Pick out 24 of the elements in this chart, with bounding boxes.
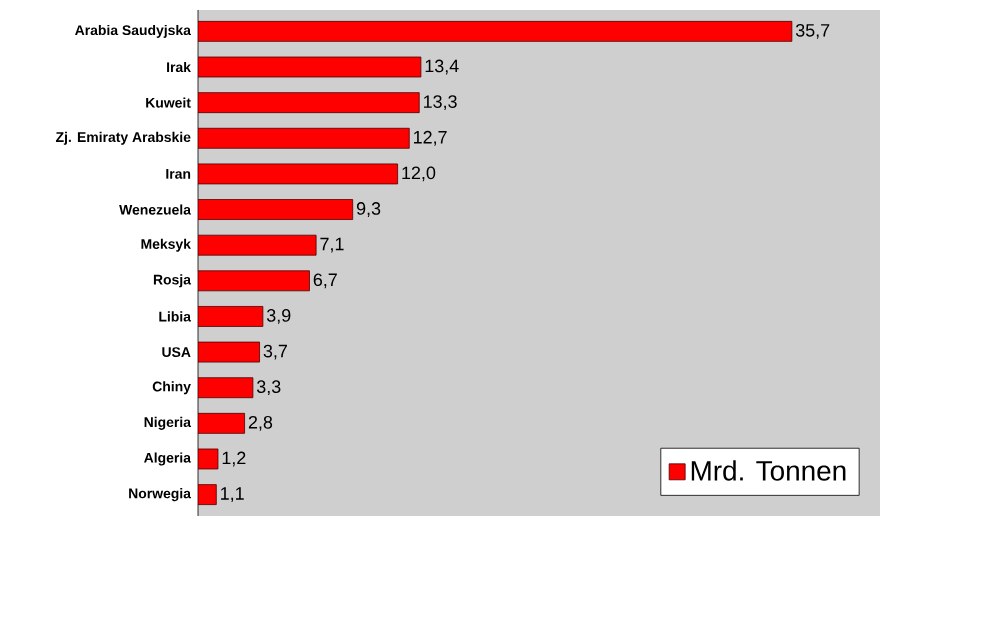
data-label: 13,3 bbox=[424, 95, 457, 111]
bar bbox=[198, 20, 793, 42]
data-label: 35,7 bbox=[795, 23, 830, 39]
data-label: 3,7 bbox=[263, 344, 287, 360]
bar bbox=[198, 412, 245, 434]
legend-label: Mrd. Tonnen bbox=[691, 460, 846, 481]
bar bbox=[198, 306, 264, 327]
data-label: 12,0 bbox=[402, 166, 436, 182]
data-label: 3,9 bbox=[266, 309, 291, 324]
data-label: 2,8 bbox=[248, 415, 273, 431]
data-label: 13,4 bbox=[425, 59, 459, 75]
data-label: 1,2 bbox=[222, 451, 246, 467]
data-label: 1,1 bbox=[221, 487, 244, 502]
bar bbox=[198, 199, 354, 220]
data-label: 12,7 bbox=[414, 130, 447, 146]
bar bbox=[198, 270, 310, 292]
data-label: 9,3 bbox=[356, 202, 381, 217]
data-label: 3,3 bbox=[256, 380, 281, 396]
bar bbox=[198, 234, 317, 256]
bar bbox=[198, 92, 420, 114]
data-label: 7,1 bbox=[320, 237, 344, 253]
bar bbox=[198, 127, 410, 149]
bar bbox=[198, 377, 254, 399]
data-label: 6,7 bbox=[313, 273, 337, 289]
